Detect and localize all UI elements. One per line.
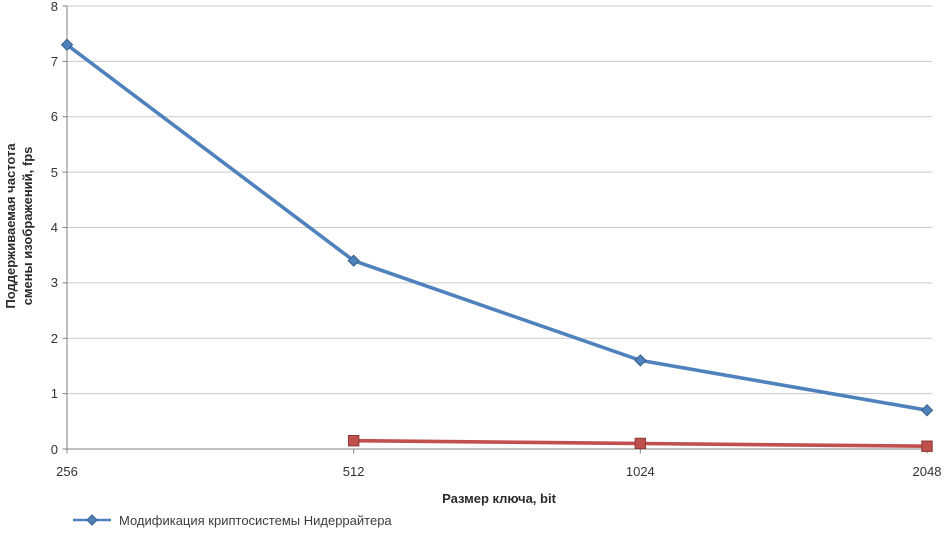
- y-tick-label: 5: [50, 164, 58, 180]
- x-tick-label: 1024: [625, 464, 655, 479]
- legend: Модификация криптосистемы Нидеррайтера: [72, 511, 392, 529]
- data-point-square: [921, 440, 933, 452]
- y-tick-label: 7: [50, 53, 58, 69]
- y-tick-label: 4: [50, 220, 58, 235]
- y-tick-label: 8: [50, 0, 58, 14]
- x-tick-label: 256: [56, 464, 78, 479]
- data-point-square: [347, 434, 360, 447]
- legend-label: Модификация криптосистемы Нидеррайтера: [119, 512, 392, 528]
- legend-series-marker-icon: [73, 514, 111, 526]
- data-point-diamond: [347, 254, 360, 267]
- y-tick-label: 6: [50, 109, 58, 125]
- y-tick-label: 0: [50, 441, 58, 457]
- x-axis-title: Размер ключа, bit: [442, 491, 556, 506]
- data-point-diamond: [634, 354, 647, 367]
- data-point-square: [634, 437, 647, 450]
- y-tick-label: 2: [50, 330, 58, 346]
- series-line-0: [65, 43, 929, 412]
- x-tick-label: 2048: [912, 464, 942, 479]
- data-point-diamond: [60, 38, 74, 51]
- data-point-diamond: [920, 404, 934, 417]
- x-tick-label: 512: [342, 464, 365, 479]
- y-tick-label: 3: [50, 275, 58, 291]
- y-tick-label: 1: [50, 386, 58, 402]
